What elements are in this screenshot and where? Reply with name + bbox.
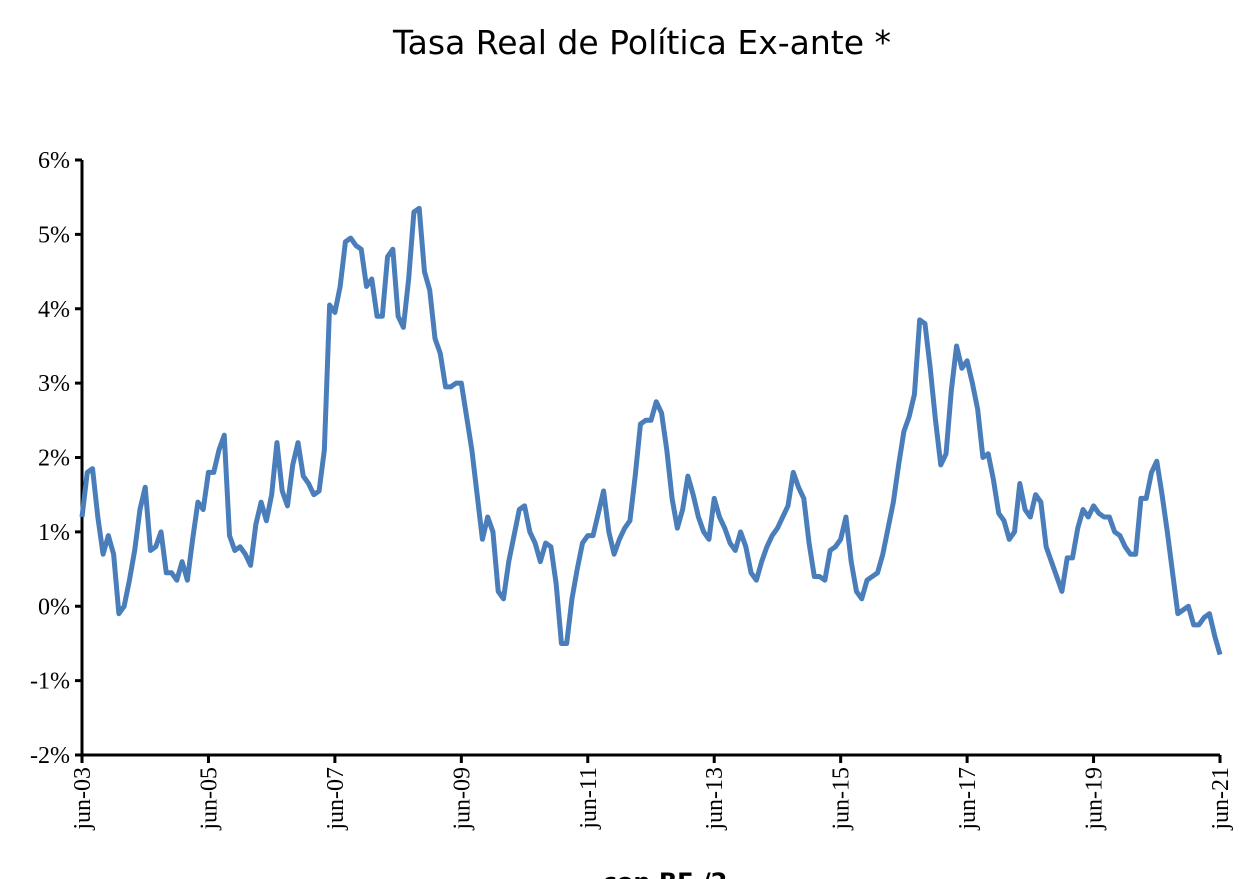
y-tick-label: 5% — [38, 222, 70, 248]
y-tick-label: 2% — [38, 446, 70, 472]
x-tick-label: jun-09 — [449, 767, 475, 831]
y-tick-label: -2% — [30, 743, 70, 769]
chart-title: Tasa Real de Política Ex-ante * — [392, 23, 891, 62]
data-line — [79, 205, 1223, 656]
y-tick-label: 0% — [38, 594, 70, 620]
x-tick-label: jun-21 — [1208, 767, 1234, 831]
x-tick-label: jun-03 — [70, 767, 96, 831]
x-tick-label: jun-13 — [702, 767, 728, 831]
x-tick-label: jun-15 — [829, 767, 855, 831]
x-axis-label: con BE /2 — [603, 868, 728, 879]
y-tick-label: 4% — [38, 297, 70, 323]
y-tick-label: 6% — [38, 148, 70, 174]
x-tick-label: jun-07 — [323, 767, 349, 831]
y-tick-label: 3% — [38, 371, 70, 397]
y-tick-label: 1% — [38, 520, 70, 546]
x-tick-label: jun-17 — [955, 767, 981, 831]
y-tick-label: -1% — [30, 669, 70, 695]
x-tick-label: jun-11 — [576, 767, 602, 830]
x-tick-label: jun-05 — [196, 767, 222, 831]
x-tick-label: jun-19 — [1082, 767, 1108, 831]
